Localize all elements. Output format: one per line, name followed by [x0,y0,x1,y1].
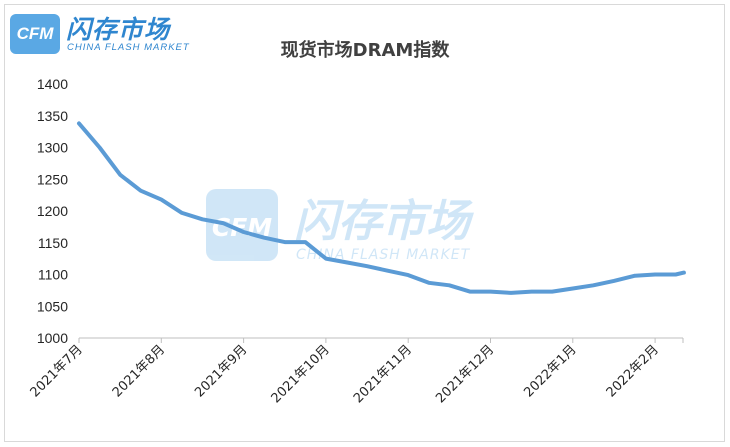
x-tick-label: 2021年12月 [433,342,497,406]
x-axis [78,337,684,343]
cfm-logo-mark: CFM [10,14,60,54]
chart-title: 现货市场DRAM指数 [280,40,450,61]
x-tick-labels: 2021年7月 2021年8月 2021年9月 2021年10月 2021年11月 202… [28,342,662,406]
x-tick-label: 2022年2月 [604,342,662,400]
cfm-logo-name: 闪存市场 [66,15,171,44]
x-tick-label: 2021年11月 [351,342,415,406]
x-tick-label: 2021年10月 [269,342,333,406]
plot-area [77,121,686,295]
x-tick-label: 2022年1月 [521,342,579,400]
cfm-logo-subtitle: CHINA FLASH MARKET [67,42,190,53]
watermark-name: 闪存市场 [294,196,474,247]
x-tick-label: 2021年8月 [110,342,168,400]
y-tick-label: 1050 [37,298,68,314]
y-tick-label: 1300 [37,140,68,156]
y-tick-label: 1150 [38,235,68,251]
y-tick-label: 1200 [37,203,68,219]
y-tick-label: 1350 [37,108,68,124]
series-line-0 [77,121,686,295]
y-tick-label: 1100 [38,267,68,283]
watermark: CFM 闪存市场 CHINA FLASH MARKET [206,189,474,263]
x-tick-label: 2021年7月 [28,342,86,400]
y-tick-label: 1000 [37,330,68,346]
watermark-logo-box [206,189,278,261]
x-tick-label: 2021年9月 [192,342,250,400]
cfm-logo: CFM 闪存市场 CHINA FLASH MARKET [10,10,210,56]
y-axis: 1000 1050 1100 1150 1200 1250 1300 1350 1400 [37,76,68,346]
y-tick-label: 1250 [37,171,68,187]
y-tick-label: 1400 [37,76,68,92]
watermark-subtitle: CHINA FLASH MARKET [296,247,471,263]
chart-frame [4,4,725,442]
